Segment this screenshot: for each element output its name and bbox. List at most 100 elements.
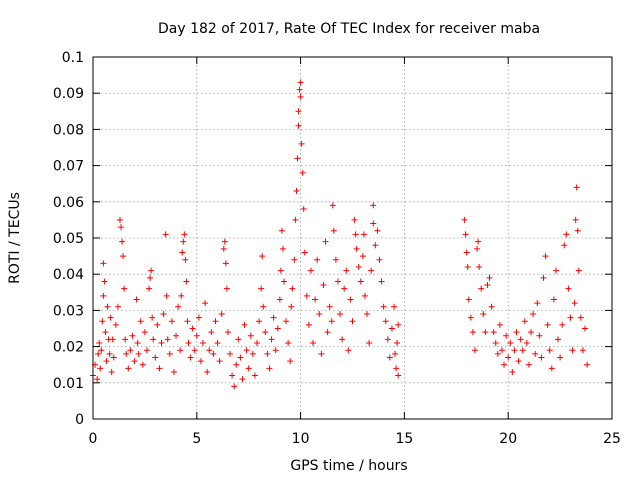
data-point: [471, 347, 478, 354]
data-point: [299, 169, 306, 176]
data-point: [368, 267, 375, 274]
data-point: [94, 376, 101, 383]
data-point: [359, 253, 366, 260]
data-point: [538, 354, 545, 361]
data-point: [127, 347, 134, 354]
data-point: [103, 358, 110, 365]
data-point: [357, 278, 364, 285]
data-point: [163, 292, 170, 299]
data-point: [178, 292, 185, 299]
data-point: [370, 220, 377, 227]
data-point: [133, 296, 140, 303]
data-point: [467, 314, 474, 321]
data-point: [294, 155, 301, 162]
data-point: [227, 350, 234, 357]
data-point: [303, 292, 310, 299]
data-point: [120, 253, 127, 260]
data-point: [182, 256, 189, 263]
data-point: [555, 336, 562, 343]
data-point: [505, 354, 512, 361]
data-point: [235, 336, 242, 343]
data-point: [324, 329, 331, 336]
data-point: [465, 296, 472, 303]
data-point: [345, 347, 352, 354]
data-point: [540, 274, 547, 281]
data-point: [548, 365, 555, 372]
data-point: [463, 249, 470, 256]
y-tick-label: 0.08: [53, 122, 84, 138]
data-point: [96, 339, 103, 346]
y-axis-label: ROTI / TECUs: [7, 192, 23, 284]
data-point: [326, 303, 333, 310]
data-point: [563, 231, 570, 238]
data-point: [121, 285, 128, 292]
data-point: [509, 368, 516, 375]
data-point: [364, 311, 371, 318]
data-point: [517, 336, 524, 343]
y-axis: 0 0.01 0.02 0.03 0.04 0.05 0.06 0.07 0.08 0.09 0.1: [53, 50, 612, 428]
data-point: [98, 347, 105, 354]
data-point: [462, 231, 469, 238]
data-point: [243, 347, 250, 354]
data-point: [266, 365, 273, 372]
data-point: [382, 318, 389, 325]
data-point: [475, 238, 482, 245]
y-tick-label: 0.06: [53, 195, 84, 211]
data-point: [318, 350, 325, 357]
data-point: [202, 300, 209, 307]
data-point: [372, 242, 379, 249]
data-point: [307, 267, 314, 274]
data-point: [530, 311, 537, 318]
data-point: [108, 368, 115, 375]
data-point: [395, 321, 402, 328]
data-point: [114, 303, 121, 310]
data-point: [239, 376, 246, 383]
data-point: [305, 321, 312, 328]
data-point: [490, 329, 497, 336]
data-point: [337, 311, 344, 318]
data-point: [384, 336, 391, 343]
data-points: [90, 79, 591, 390]
data-point: [380, 303, 387, 310]
data-point: [561, 242, 568, 249]
data-point: [154, 321, 161, 328]
data-point: [343, 267, 350, 274]
data-point: [295, 108, 302, 115]
data-point: [513, 329, 520, 336]
data-point: [148, 267, 155, 274]
data-point: [575, 267, 582, 274]
data-point: [565, 285, 572, 292]
data-point: [542, 253, 549, 260]
data-point: [274, 325, 281, 332]
x-tick-label: 10: [292, 431, 310, 447]
data-point: [577, 314, 584, 321]
data-point: [347, 296, 354, 303]
data-point: [349, 318, 356, 325]
data-point: [175, 303, 182, 310]
data-point: [193, 332, 200, 339]
data-point: [214, 339, 221, 346]
data-point: [573, 184, 580, 191]
data-point: [112, 321, 119, 328]
data-point: [328, 318, 335, 325]
data-point: [557, 354, 564, 361]
data-point: [147, 274, 154, 281]
data-point: [353, 245, 360, 252]
data-point: [170, 368, 177, 375]
data-point: [102, 329, 109, 336]
data-point: [498, 347, 505, 354]
data-point: [216, 358, 223, 365]
data-point: [316, 311, 323, 318]
data-point: [152, 354, 159, 361]
data-point: [280, 278, 287, 285]
data-point: [559, 321, 566, 328]
data-point: [206, 347, 213, 354]
data-point: [296, 86, 303, 93]
data-point: [212, 318, 219, 325]
data-point: [550, 296, 557, 303]
data-point: [464, 263, 471, 270]
data-point: [523, 339, 530, 346]
data-point: [143, 347, 150, 354]
data-point: [224, 329, 231, 336]
